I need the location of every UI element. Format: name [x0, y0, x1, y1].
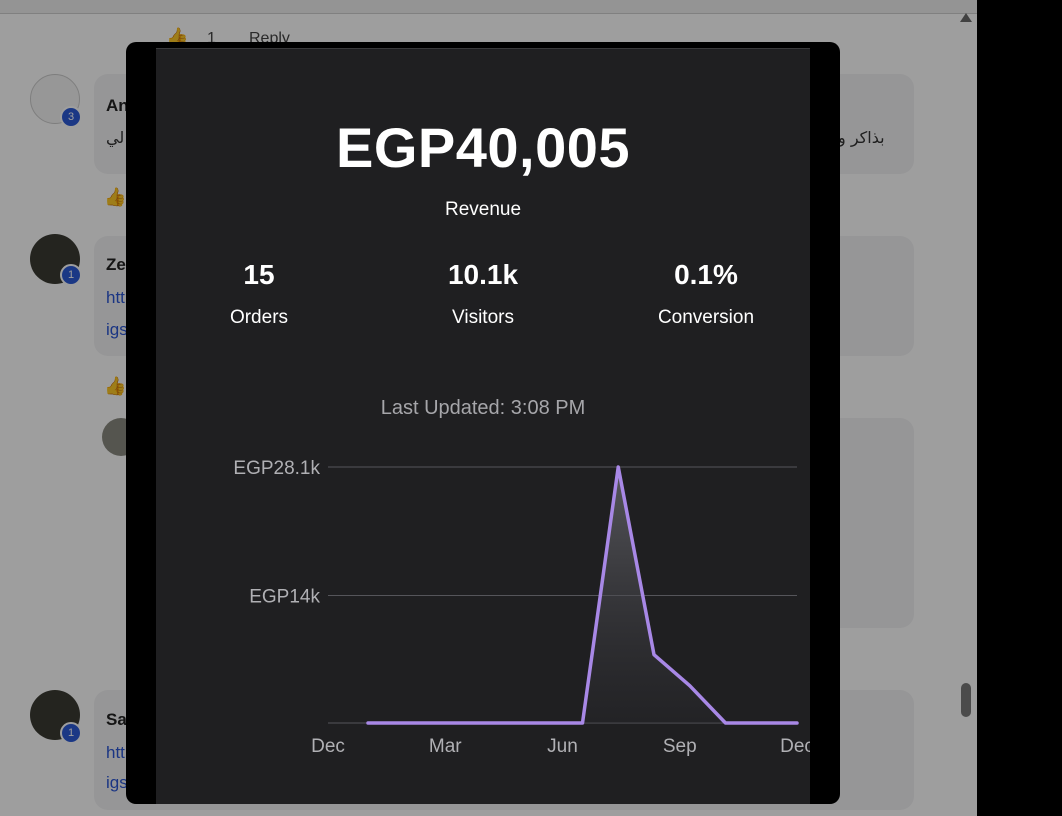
visitors-value: 10.1k — [447, 259, 519, 290]
conversion-value: 0.1% — [674, 259, 738, 290]
thumbs-up-icon[interactable]: 👍 — [104, 376, 127, 396]
notification-badge: 1 — [60, 722, 82, 744]
analytics-modal: EGP40,005 Revenue 15 Orders 10.1k Visito… — [126, 42, 840, 804]
comment-link[interactable]: igs — [106, 773, 128, 792]
revenue-label: Revenue — [444, 199, 522, 220]
revenue-value: EGP40,005 — [335, 116, 631, 179]
x-tick-label: Dec — [311, 736, 345, 757]
y-tick-label: EGP14k — [249, 586, 320, 607]
notification-badge: 1 — [60, 264, 82, 286]
scrollbar-thumb[interactable] — [961, 683, 971, 717]
comment-author[interactable]: An — [106, 96, 129, 115]
stat-conversion: 0.1% Conversion — [606, 259, 806, 329]
comment-text-fragment: بذاكر و — [838, 128, 885, 147]
x-tick-label: Jun — [547, 736, 578, 757]
analytics-card: EGP40,005 Revenue 15 Orders 10.1k Visito… — [156, 48, 810, 804]
comment-link[interactable]: htt — [106, 288, 125, 307]
side-black-strip — [977, 0, 1062, 816]
comment-text-fragment: لي — [106, 128, 125, 147]
comment-author[interactable]: Sa — [106, 710, 127, 729]
orders-label: Orders — [229, 307, 289, 328]
scroll-up-arrow-icon[interactable] — [960, 13, 972, 22]
visitors-label: Visitors — [452, 307, 514, 328]
conversion-label: Conversion — [657, 307, 755, 328]
revenue-chart: EGP28.1k EGP14k Dec Mar Jun Sep Dec — [233, 458, 810, 757]
y-tick-label: EGP28.1k — [233, 458, 320, 479]
stat-orders: 15 Orders — [159, 259, 359, 329]
comment-link[interactable]: htt — [106, 743, 125, 762]
x-tick-label: Sep — [663, 736, 697, 757]
comment-author[interactable]: Ze — [106, 255, 126, 274]
x-tick-label: Mar — [429, 736, 462, 757]
stat-visitors: 10.1k Visitors — [383, 259, 583, 329]
like-count: 1 — [207, 30, 216, 47]
notification-badge: 3 — [60, 106, 82, 128]
orders-value: 15 — [243, 259, 275, 290]
background-top-bar — [0, 0, 977, 14]
thumbs-up-icon[interactable]: 👍 — [104, 187, 127, 207]
comment-link[interactable]: igs — [106, 320, 128, 339]
x-tick-label: Dec — [780, 736, 810, 757]
last-updated-text: Last Updated: 3:08 PM — [380, 397, 586, 419]
